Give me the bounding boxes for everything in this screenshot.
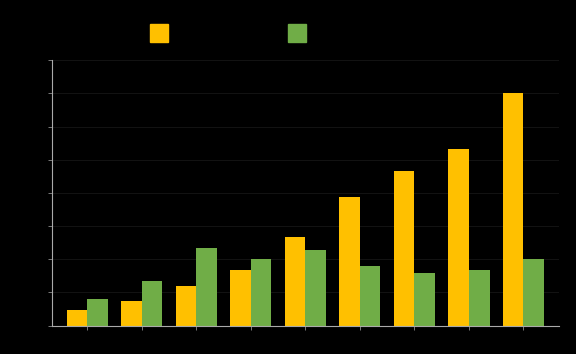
Bar [67, 310, 88, 326]
Bar [251, 259, 271, 326]
Bar [523, 259, 544, 326]
Bar [305, 251, 326, 326]
Bar [469, 270, 490, 326]
Bar [230, 270, 251, 326]
Bar [339, 198, 360, 326]
Bar [176, 286, 196, 326]
Bar [448, 149, 469, 326]
Bar [196, 248, 217, 326]
Bar [142, 281, 162, 326]
Bar [285, 237, 305, 326]
Bar [393, 171, 414, 326]
Bar [88, 299, 108, 326]
Bar [360, 266, 381, 326]
Bar [121, 301, 142, 326]
Bar [503, 93, 523, 326]
Bar [414, 273, 435, 326]
